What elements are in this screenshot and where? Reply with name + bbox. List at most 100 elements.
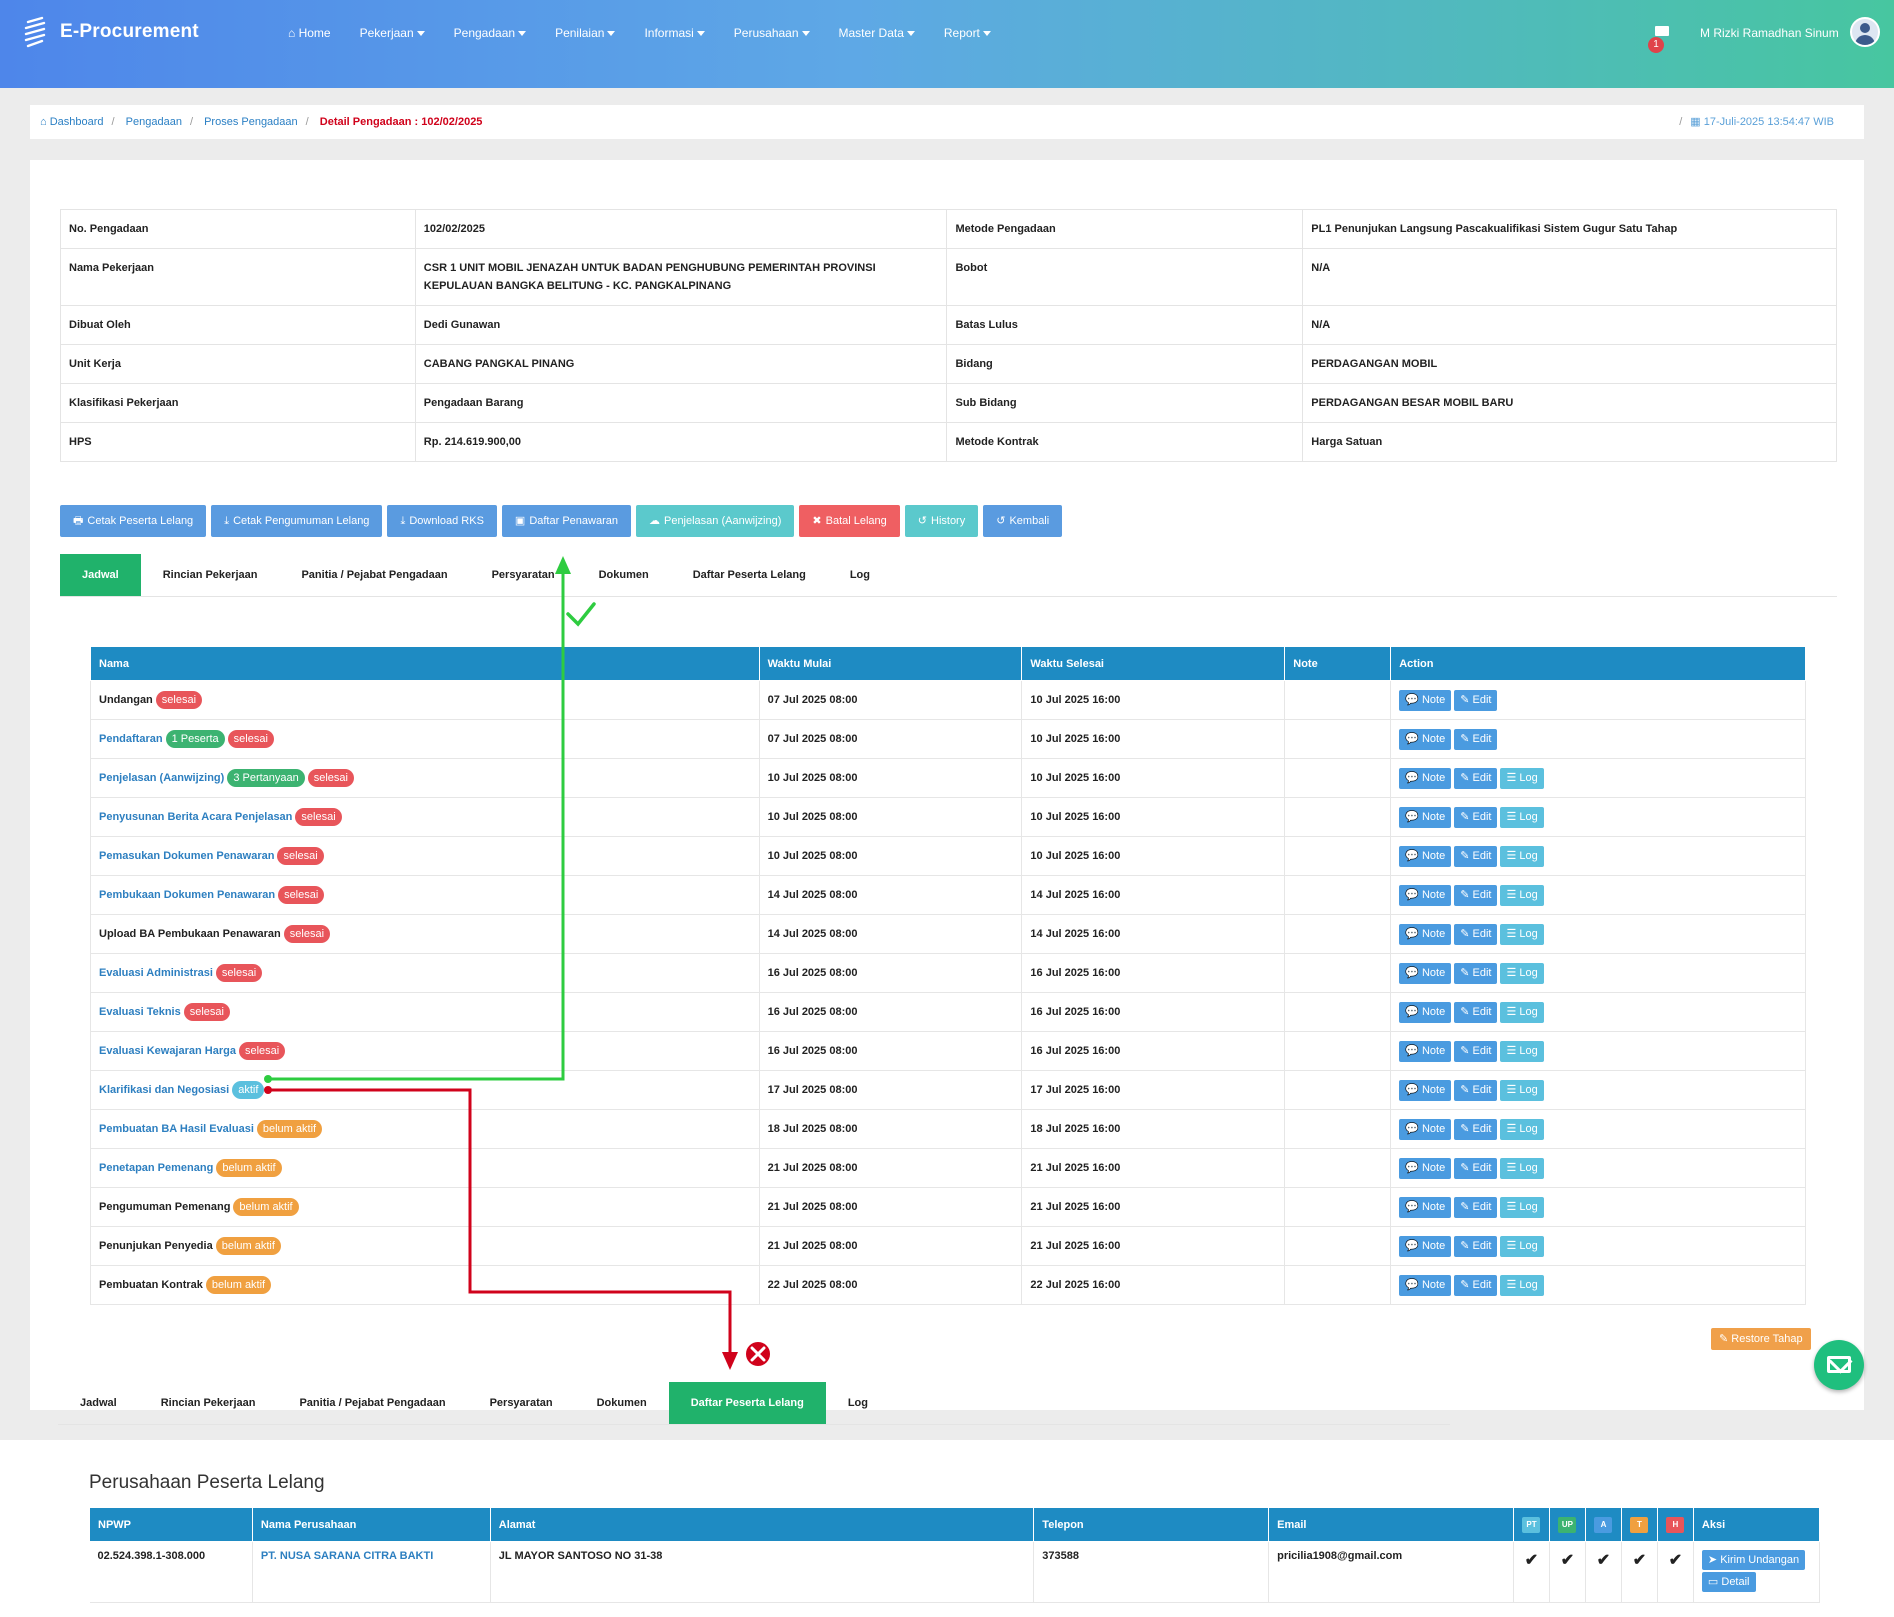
penjelasan-aanwijzing-button[interactable]: ☁ Penjelasan (Aanwijzing) [635, 505, 795, 537]
note-button[interactable]: 💬 Note [1399, 1274, 1452, 1296]
log-button[interactable]: ☰ Log [1500, 1040, 1544, 1062]
stage-name[interactable]: Pemasukan Dokumen Penawaran [99, 850, 275, 862]
note-button[interactable]: 💬 Note [1399, 884, 1452, 906]
stage-name[interactable]: Evaluasi Administrasi [99, 967, 213, 979]
log-button[interactable]: ☰ Log [1500, 1157, 1544, 1179]
edit-button[interactable]: ✎ Edit [1454, 923, 1498, 945]
stage-name[interactable]: Klarifikasi dan Negosiasi [99, 1084, 230, 1096]
note-button[interactable]: 💬 Note [1399, 923, 1452, 945]
note-button[interactable]: 💬 Note [1399, 845, 1452, 867]
daftar-penawaran-button[interactable]: ▣ Daftar Penawaran [501, 505, 631, 537]
edit-button[interactable]: ✎ Edit [1454, 1157, 1498, 1179]
tab-persyaratan[interactable]: Persyaratan [489, 1397, 553, 1409]
note-button[interactable]: 💬 Note [1399, 1157, 1452, 1179]
tab-dokumen[interactable]: Dokumen [596, 1397, 647, 1409]
nav-item-pekerjaan[interactable]: Pekerjaan [360, 26, 425, 40]
edit-button[interactable]: ✎ Edit [1454, 1040, 1498, 1062]
stage-name[interactable]: Pembuatan BA Hasil Evaluasi [99, 1123, 254, 1135]
kirim-undangan-button[interactable]: ➤ Kirim Undangan [1701, 1550, 1806, 1570]
tab-dokumen[interactable]: Dokumen [598, 569, 649, 581]
log-button[interactable]: ☰ Log [1500, 962, 1544, 984]
edit-button[interactable]: ✎ Edit [1454, 806, 1498, 828]
kembali-button[interactable]: ↺ Kembali [983, 505, 1063, 537]
edit-button[interactable]: ✎ Edit [1454, 1235, 1498, 1257]
nav-item-informasi[interactable]: Informasi [644, 26, 705, 40]
tab-jadwal[interactable]: Jadwal [60, 554, 141, 596]
company-name-link[interactable]: PT. NUSA SARANA CITRA BAKTI [260, 1550, 434, 1562]
breadcrumb-item[interactable]: Proses Pengadaan [204, 116, 298, 128]
tab-jadwal[interactable]: Jadwal [80, 1397, 117, 1409]
note-button[interactable]: 💬 Note [1399, 806, 1452, 828]
nav-item-penilaian[interactable]: Penilaian [555, 26, 616, 40]
nav-item-pengadaan[interactable]: Pengadaan [454, 26, 527, 40]
brand[interactable]: E-Procurement [22, 16, 199, 48]
nav-item-perusahaan[interactable]: Perusahaan [734, 26, 810, 40]
edit-button[interactable]: ✎ Edit [1454, 728, 1498, 750]
edit-button[interactable]: ✎ Edit [1454, 1001, 1498, 1023]
note-button[interactable]: 💬 Note [1399, 767, 1452, 789]
log-button[interactable]: ☰ Log [1500, 1118, 1544, 1140]
edit-button[interactable]: ✎ Edit [1454, 689, 1498, 711]
edit-button[interactable]: ✎ Edit [1454, 962, 1498, 984]
note-button[interactable]: 💬 Note [1399, 728, 1452, 750]
batal-lelang-button[interactable]: ✖ Batal Lelang [799, 505, 900, 537]
tab-daftar-peserta-lelang[interactable]: Daftar Peserta Lelang [692, 569, 806, 581]
note-button[interactable]: 💬 Note [1399, 1079, 1452, 1101]
edit-button[interactable]: ✎ Edit [1454, 1196, 1498, 1218]
stage-name[interactable]: Penjelasan (Aanwijzing) [99, 772, 225, 784]
edit-button[interactable]: ✎ Edit [1454, 884, 1498, 906]
tab-panitia-pejabat-pengadaan[interactable]: Panitia / Pejabat Pengadaan [299, 1397, 446, 1409]
tab-persyaratan[interactable]: Persyaratan [491, 569, 555, 581]
tab-rincian-pekerjaan[interactable]: Rincian Pekerjaan [160, 1397, 256, 1409]
note-button[interactable]: 💬 Note [1399, 1001, 1452, 1023]
stage-name[interactable]: Evaluasi Kewajaran Harga [99, 1045, 236, 1057]
note-button[interactable]: 💬 Note [1399, 1196, 1452, 1218]
stage-name[interactable]: Pendaftaran [99, 733, 163, 745]
log-button[interactable]: ☰ Log [1500, 845, 1544, 867]
log-button[interactable]: ☰ Log [1500, 1274, 1544, 1296]
edit-button[interactable]: ✎ Edit [1454, 1118, 1498, 1140]
tab-log[interactable]: Log [847, 1397, 868, 1409]
nav-item-master-data[interactable]: Master Data [839, 26, 915, 40]
log-button[interactable]: ☰ Log [1500, 1196, 1544, 1218]
download-rks-button[interactable]: ⤓ Download RKS [387, 505, 497, 537]
stage-name[interactable]: Pembukaan Dokumen Penawaran [99, 889, 276, 901]
log-button[interactable]: ☰ Log [1500, 884, 1544, 906]
detail-button[interactable]: ▭ Detail [1701, 1572, 1756, 1592]
log-button[interactable]: ☰ Log [1500, 1079, 1544, 1101]
chat-fab-button[interactable] [1814, 1340, 1864, 1390]
nav-item-report[interactable]: Report [944, 26, 991, 40]
stage-name[interactable]: Penyusunan Berita Acara Penjelasan [99, 811, 293, 823]
tab-rincian-pekerjaan[interactable]: Rincian Pekerjaan [162, 569, 258, 581]
log-button[interactable]: ☰ Log [1500, 923, 1544, 945]
log-button[interactable]: ☰ Log [1500, 1001, 1544, 1023]
stage-name[interactable]: Evaluasi Teknis [99, 1006, 181, 1018]
nav-item-home[interactable]: ⌂ Home [288, 26, 331, 40]
note-button[interactable]: 💬 Note [1399, 689, 1452, 711]
note-button[interactable]: 💬 Note [1399, 1040, 1452, 1062]
tab-panitia-pejabat-pengadaan[interactable]: Panitia / Pejabat Pengadaan [301, 569, 448, 581]
breadcrumb-item[interactable]: Pengadaan [125, 116, 182, 128]
history-button[interactable]: ↺ History [904, 505, 979, 537]
tab-daftar-peserta-lelang[interactable]: Daftar Peserta Lelang [668, 1382, 826, 1424]
breadcrumb-item[interactable]: Dashboard [49, 116, 104, 128]
edit-button[interactable]: ✎ Edit [1454, 767, 1498, 789]
log-button[interactable]: ☰ Log [1500, 806, 1544, 828]
avatar[interactable] [1850, 17, 1880, 47]
edit-button[interactable]: ✎ Edit [1454, 1079, 1498, 1101]
mail-icon[interactable] [1655, 26, 1669, 36]
restore-tahap-button[interactable]: ✎ Restore Tahap [1711, 1328, 1811, 1350]
note-button[interactable]: 💬 Note [1399, 1235, 1452, 1257]
note-button[interactable]: 💬 Note [1399, 1118, 1452, 1140]
edit-button[interactable]: ✎ Edit [1454, 845, 1498, 867]
stage-name[interactable]: Penetapan Pemenang [99, 1162, 214, 1174]
log-button[interactable]: ☰ Log [1500, 767, 1544, 789]
cetak-pengumuman-lelang-button[interactable]: ⤓ Cetak Pengumuman Lelang [211, 505, 383, 537]
cetak-peserta-lelang-button[interactable]: 🖶 Cetak Peserta Lelang [60, 505, 207, 537]
edit-button[interactable]: ✎ Edit [1454, 1274, 1498, 1296]
log-button[interactable]: ☰ Log [1500, 1235, 1544, 1257]
tab-log[interactable]: Log [849, 569, 870, 581]
note-cell [1284, 836, 1392, 876]
note-button[interactable]: 💬 Note [1399, 962, 1452, 984]
user-name[interactable]: M Rizki Ramadhan Sinum [1700, 26, 1839, 40]
